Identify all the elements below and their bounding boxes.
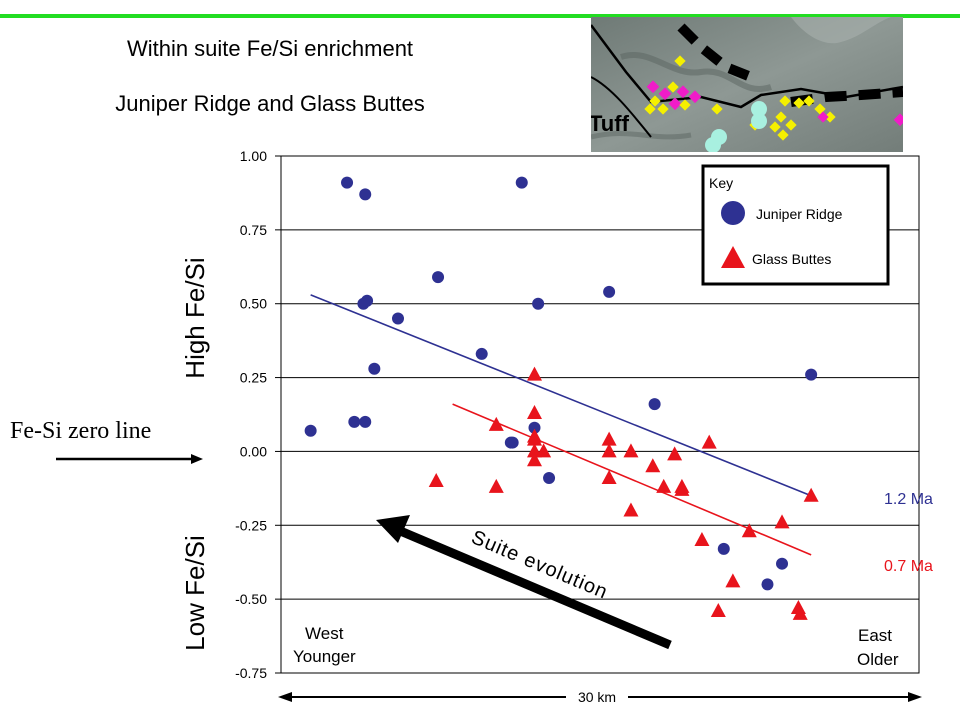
legend-title: Key bbox=[709, 175, 733, 191]
legend: Key Juniper Ridge Glass Buttes bbox=[701, 164, 890, 286]
glass-point bbox=[527, 366, 542, 381]
east-label: East bbox=[858, 626, 892, 645]
juniper-point bbox=[528, 421, 541, 434]
west-label: West bbox=[305, 624, 344, 643]
juniper-point bbox=[515, 176, 528, 189]
glass-point bbox=[674, 481, 690, 496]
glass-point bbox=[792, 605, 808, 620]
juniper-point bbox=[432, 271, 445, 284]
glass-point bbox=[694, 532, 710, 547]
y-tick-label: 0.50 bbox=[240, 296, 267, 312]
distance-label: 30 km bbox=[578, 689, 616, 705]
distance-arrow-left bbox=[278, 692, 292, 702]
juniper-point bbox=[304, 424, 317, 437]
glass-point bbox=[601, 443, 617, 458]
older-label: Older bbox=[857, 650, 899, 669]
zero-line-label: Fe-Si zero line bbox=[10, 418, 152, 444]
high-fesi-label: High Fe/Si bbox=[180, 257, 210, 378]
legend-juniper-label: Juniper Ridge bbox=[756, 206, 843, 222]
juniper-point bbox=[543, 472, 556, 485]
distance-label-bg bbox=[566, 685, 628, 707]
map-inset: Tuff bbox=[591, 17, 903, 152]
legend-glass-marker bbox=[721, 246, 745, 268]
title-line-2: Juniper Ridge and Glass Buttes bbox=[115, 91, 425, 116]
glass-point bbox=[488, 416, 504, 431]
y-tick-label: -0.75 bbox=[235, 665, 267, 681]
glass-point bbox=[667, 446, 683, 461]
juniper-trend-line bbox=[310, 294, 812, 497]
zero-arrow-head bbox=[191, 454, 203, 464]
glass-point bbox=[536, 443, 552, 458]
juniper-point bbox=[648, 398, 661, 411]
glass-point bbox=[623, 443, 639, 458]
glass-point bbox=[428, 472, 444, 487]
juniper-point bbox=[717, 542, 730, 555]
juniper-point bbox=[341, 176, 354, 189]
glass-point bbox=[527, 405, 542, 420]
glass-point bbox=[725, 573, 741, 588]
low-fesi-label: Low Fe/Si bbox=[180, 535, 210, 651]
y-tick-label: 0.00 bbox=[240, 443, 267, 459]
glass-point bbox=[527, 431, 542, 446]
map-image: Tuff bbox=[591, 17, 903, 152]
glass-point bbox=[803, 487, 819, 502]
title-line-1: Within suite Fe/Si enrichment bbox=[126, 36, 414, 61]
glass-point bbox=[710, 602, 726, 617]
y-tick-label: -0.25 bbox=[235, 517, 267, 533]
juniper-point bbox=[368, 362, 381, 375]
juniper-point bbox=[359, 415, 372, 428]
juniper-point bbox=[761, 578, 774, 591]
glass-point bbox=[774, 514, 790, 529]
glass-point bbox=[645, 458, 661, 473]
glass-point bbox=[701, 434, 717, 449]
glass-point bbox=[601, 431, 617, 446]
y-tick-label: 1.00 bbox=[240, 148, 267, 164]
juniper-point bbox=[348, 415, 361, 428]
data-marks bbox=[304, 176, 819, 620]
glass-point bbox=[656, 478, 672, 493]
juniper-point bbox=[805, 368, 818, 381]
juniper-point bbox=[392, 312, 404, 325]
y-tick-label: -0.50 bbox=[235, 591, 267, 607]
glass-point bbox=[741, 523, 757, 538]
juniper-point bbox=[506, 436, 519, 449]
legend-glass-label: Glass Buttes bbox=[752, 251, 831, 267]
glass-point bbox=[601, 470, 617, 485]
suite-evolution-arrow bbox=[396, 525, 672, 650]
juniper-point bbox=[475, 347, 488, 360]
juniper-point bbox=[361, 294, 374, 307]
glass-trend-line bbox=[452, 403, 812, 556]
juniper-point bbox=[603, 285, 616, 298]
age-juniper-label: 1.2 Ma bbox=[884, 491, 933, 508]
accent-bar bbox=[0, 14, 960, 18]
age-glass-label: 0.7 Ma bbox=[884, 558, 933, 575]
legend-juniper-marker bbox=[721, 201, 745, 225]
trend-lines bbox=[310, 294, 812, 556]
juniper-point bbox=[776, 557, 789, 570]
y-tick-labels: 1.00 0.75 0.50 0.25 0.00 -0.25 -0.50 -0.75 bbox=[235, 148, 267, 681]
suite-evolution-arrow-head bbox=[376, 515, 410, 543]
juniper-point bbox=[532, 297, 545, 310]
map-label: Tuff bbox=[591, 111, 630, 136]
glass-point bbox=[623, 502, 639, 517]
juniper-point bbox=[359, 188, 372, 201]
y-tick-label: 0.75 bbox=[240, 222, 267, 238]
distance-arrow-right bbox=[908, 692, 922, 702]
glass-point bbox=[527, 452, 542, 467]
younger-label: Younger bbox=[293, 647, 356, 666]
glass-point bbox=[488, 478, 504, 493]
y-tick-label: 0.25 bbox=[240, 370, 267, 386]
